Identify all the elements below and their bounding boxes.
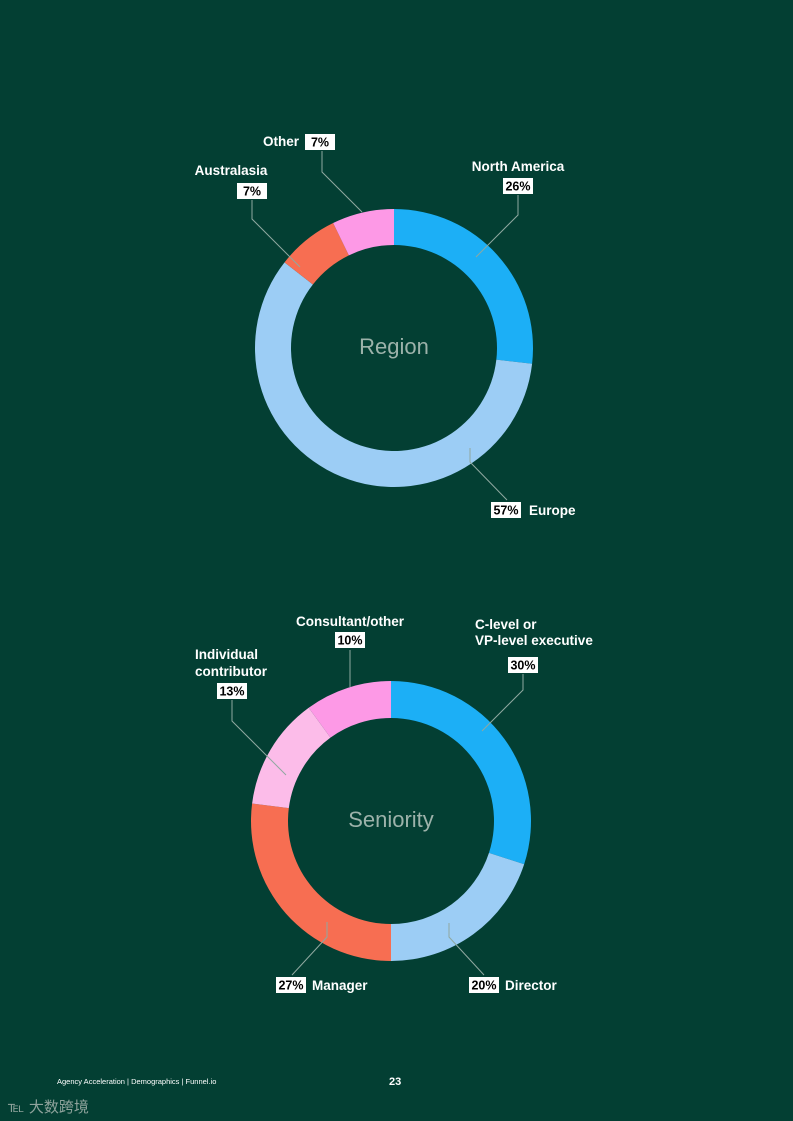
region-slice-north-america: [394, 209, 533, 364]
region-slice-other: [333, 209, 394, 256]
seniority-leader-line-director: [448, 923, 485, 976]
seniority-slice-individual-contributor: [252, 707, 331, 809]
region-leader-line-europe: [469, 448, 508, 501]
region-percent-box-other: [305, 134, 335, 150]
region-percent-label-north-america: 26%: [505, 180, 530, 194]
seniority-percent-label-individual-contributor: 13%: [219, 685, 244, 699]
seniority-percent-label-manager: 27%: [278, 979, 303, 993]
seniority-slice-consultant-other: [308, 681, 391, 738]
region-percent-box-europe: [491, 502, 521, 518]
seniority-percent-label-c-level-or-vp-level-executive: 30%: [510, 659, 535, 673]
seniority-slice-director: [391, 852, 525, 961]
seniority-leader-line-manager: [291, 922, 328, 976]
region-leader-line-north-america: [475, 195, 519, 258]
region-category-label-europe: Europe: [529, 503, 576, 518]
seniority-category-label-c-level-or-vp-level-executive: VP-level executive: [475, 633, 593, 648]
seniority-category-label-individual-contributor: contributor: [195, 664, 268, 679]
seniority-category-label-consultant-other: Consultant/other: [296, 614, 405, 629]
page-number: 23: [389, 1076, 402, 1088]
seniority-category-label-c-level-or-vp-level-executive: C-level or: [475, 617, 537, 632]
footer-breadcrumb: Agency Acceleration | Demographics | Fun…: [57, 1077, 217, 1086]
region-category-label-north-america: North America: [472, 159, 565, 174]
region-chart-title: Region: [359, 334, 429, 359]
seniority-category-label-director: Director: [505, 978, 558, 993]
region-percent-label-australasia: 7%: [243, 185, 261, 199]
region-percent-box-australasia: [237, 183, 267, 199]
seniority-chart-title: Seniority: [348, 807, 434, 832]
seniority-percent-box-c-level-or-vp-level-executive: [508, 657, 538, 673]
seniority-percent-box-manager: [276, 977, 306, 993]
region-leader-line-other: [321, 151, 363, 213]
seniority-percent-label-director: 20%: [471, 979, 496, 993]
region-leader-line-australasia: [251, 200, 301, 268]
region-percent-label-europe: 57%: [493, 504, 518, 518]
region-slice-europe: [255, 262, 533, 487]
watermark-logo: ℡ 大数跨境: [8, 1098, 89, 1116]
region-category-label-australasia: Australasia: [195, 163, 268, 178]
seniority-percent-box-individual-contributor: [217, 683, 247, 699]
seniority-category-label-individual-contributor: Individual: [195, 647, 258, 662]
region-category-label-other: Other: [263, 134, 300, 149]
region-percent-box-north-america: [503, 178, 533, 194]
seniority-category-label-manager: Manager: [312, 978, 368, 993]
seniority-percent-box-director: [469, 977, 499, 993]
seniority-leader-line-individual-contributor: [231, 700, 287, 776]
region-slice-australasia: [284, 223, 349, 285]
seniority-leader-line-c-level-or-vp-level-executive: [481, 674, 524, 732]
region-percent-label-other: 7%: [311, 136, 329, 150]
seniority-percent-box-consultant-other: [335, 632, 365, 648]
seniority-slice-c-level-or-vp-level-executive: [391, 681, 531, 865]
seniority-percent-label-consultant-other: 10%: [337, 634, 362, 648]
seniority-slice-manager: [251, 803, 391, 961]
